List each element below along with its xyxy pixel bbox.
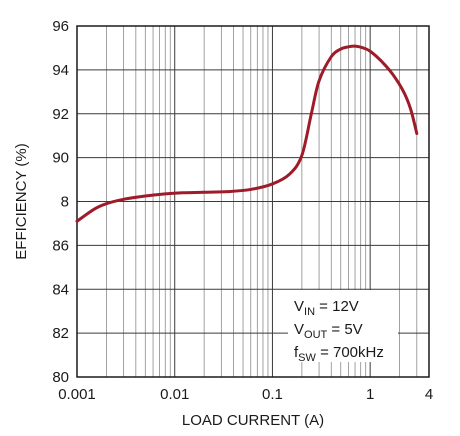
annotation-background bbox=[288, 290, 398, 362]
y-tick-label: 80 bbox=[52, 369, 69, 386]
x-tick-label: 0.001 bbox=[58, 386, 96, 403]
series-layer bbox=[75, 44, 419, 223]
x-tick-label: 0.01 bbox=[160, 386, 189, 403]
x-tick-labels: 0.001 0.01 0.1 1 4 bbox=[58, 386, 433, 403]
y-tick-label: 94 bbox=[52, 62, 69, 79]
x-tick-label: 1 bbox=[366, 386, 374, 403]
y-tick-label: 96 bbox=[52, 18, 69, 35]
y-axis-label: EFFICIENCY (%) bbox=[13, 143, 30, 259]
y-tick-label: 82 bbox=[52, 325, 69, 342]
y-tick-label: 92 bbox=[52, 106, 69, 123]
efficiency-series-line bbox=[75, 44, 419, 223]
condition-annotation: VIN = 12V VOUT = 5V fSW = 700kHz bbox=[288, 290, 398, 364]
x-tick-label: 4 bbox=[425, 386, 433, 403]
y-tick-label: 86 bbox=[52, 237, 69, 254]
annotation-line: fSW = 700kHz bbox=[294, 344, 384, 364]
y-tick-label: 8 bbox=[61, 194, 69, 211]
x-tick-label: 0.1 bbox=[262, 386, 283, 403]
annotation-line: VIN = 12V bbox=[294, 298, 359, 318]
x-axis-label: LOAD CURRENT (A) bbox=[182, 412, 324, 429]
annotation-line: VOUT = 5V bbox=[294, 321, 363, 341]
y-tick-label: 84 bbox=[52, 281, 69, 298]
y-tick-labels: 80 82 84 86 8 90 92 94 96 bbox=[52, 18, 69, 386]
y-tick-label: 90 bbox=[52, 150, 69, 167]
plot-frame bbox=[76, 25, 430, 378]
